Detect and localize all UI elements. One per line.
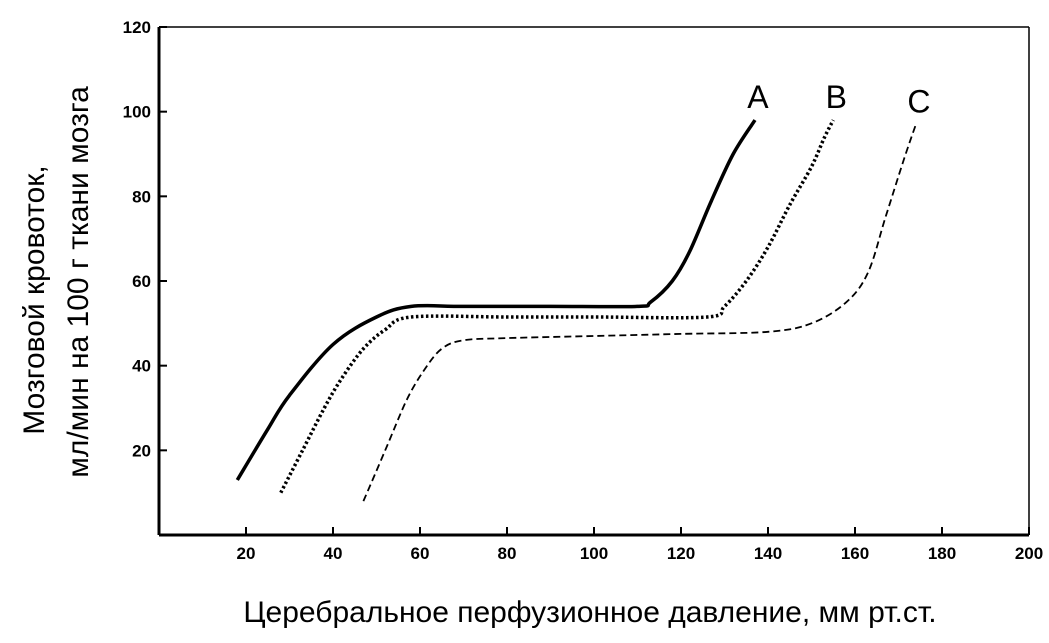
- x-tick-label: 60: [411, 544, 430, 563]
- y-tick-label: 100: [123, 103, 151, 122]
- series-line-c: [362, 124, 917, 502]
- y-axis-title: Мозговой кровоток, мл/мин на 100 г ткани…: [18, 86, 95, 478]
- x-tick-label: 80: [498, 544, 517, 563]
- series-label-b: B: [826, 79, 847, 115]
- x-axis-title: Церебральное перфузионное давление, мм р…: [243, 596, 936, 629]
- x-tick-label: 180: [928, 544, 956, 563]
- x-tick-label: 140: [754, 544, 782, 563]
- series-line-a: [235, 119, 757, 481]
- x-tick-label: 20: [237, 544, 256, 563]
- x-tick-label: 160: [841, 544, 869, 563]
- y-tick-label: 120: [123, 18, 151, 37]
- series-label-a: A: [747, 79, 769, 115]
- plot-frame: [157, 26, 1030, 537]
- y-axis-title-line-2: мл/мин на 100 г ткани мозга: [62, 86, 95, 478]
- x-tick-label: 100: [580, 544, 608, 563]
- series-label-c: C: [907, 83, 930, 119]
- x-ticks: 20 40 60 80 100 120 140 160 180 200: [237, 527, 1043, 563]
- series-group: A B C: [235, 79, 930, 502]
- y-ticks: 20 40 60 80 100 120: [123, 18, 167, 460]
- x-tick-label: 200: [1015, 544, 1043, 563]
- y-tick-label: 80: [132, 187, 151, 206]
- y-tick-label: 60: [132, 272, 151, 291]
- x-tick-label: 40: [324, 544, 343, 563]
- y-tick-label: 20: [132, 441, 151, 460]
- series-line-b: [279, 119, 835, 494]
- y-tick-label: 40: [132, 357, 151, 376]
- y-axis-title-line-1: Мозговой кровоток,: [18, 165, 51, 434]
- x-tick-label: 120: [667, 544, 695, 563]
